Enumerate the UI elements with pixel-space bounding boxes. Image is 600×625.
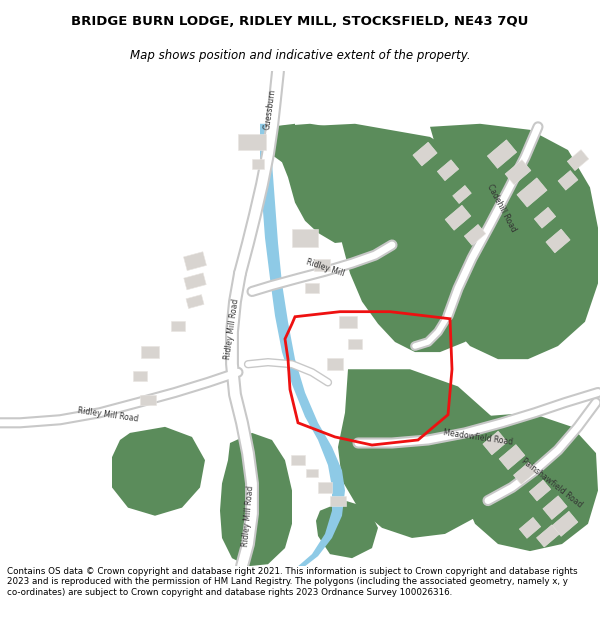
Text: Ridley Mill Road: Ridley Mill Road [241, 485, 255, 547]
Text: Ridley Mill Road: Ridley Mill Road [77, 406, 139, 424]
Polygon shape [265, 124, 295, 162]
Polygon shape [536, 525, 560, 547]
Polygon shape [112, 427, 205, 516]
Polygon shape [140, 394, 156, 404]
Text: Ridley Mill Road: Ridley Mill Road [223, 298, 241, 360]
Polygon shape [270, 124, 395, 243]
Polygon shape [529, 480, 551, 501]
Polygon shape [186, 294, 204, 309]
Polygon shape [220, 433, 292, 566]
Polygon shape [318, 482, 332, 492]
Polygon shape [517, 178, 547, 207]
Text: Meadowfield Road: Meadowfield Road [443, 428, 514, 446]
Text: Ridley Mill: Ridley Mill [305, 258, 345, 279]
Polygon shape [437, 160, 459, 181]
Text: Contains OS data © Crown copyright and database right 2021. This information is : Contains OS data © Crown copyright and d… [7, 567, 578, 597]
Polygon shape [306, 469, 318, 478]
Polygon shape [552, 511, 578, 536]
Polygon shape [499, 444, 525, 470]
Polygon shape [558, 171, 578, 190]
Polygon shape [292, 229, 318, 247]
Text: BRIDGE BURN LODGE, RIDLEY MILL, STOCKSFIELD, NE43 7QU: BRIDGE BURN LODGE, RIDLEY MILL, STOCKSFI… [71, 15, 529, 28]
Polygon shape [141, 346, 159, 358]
Polygon shape [505, 160, 531, 185]
Text: Guessburn: Guessburn [263, 89, 277, 131]
Polygon shape [462, 412, 598, 551]
Polygon shape [133, 371, 147, 381]
Polygon shape [305, 283, 319, 294]
Polygon shape [238, 134, 266, 150]
Polygon shape [514, 462, 536, 484]
Polygon shape [338, 369, 505, 538]
Polygon shape [519, 518, 541, 538]
Text: Cadehill Road: Cadehill Road [485, 182, 518, 233]
Polygon shape [291, 455, 305, 465]
Polygon shape [184, 252, 206, 271]
Polygon shape [184, 273, 206, 290]
Polygon shape [348, 339, 362, 349]
Polygon shape [260, 124, 345, 566]
Polygon shape [316, 501, 378, 558]
Polygon shape [171, 321, 185, 331]
Text: Map shows position and indicative extent of the property.: Map shows position and indicative extent… [130, 49, 470, 62]
Polygon shape [430, 124, 598, 359]
Polygon shape [339, 316, 357, 328]
Polygon shape [567, 149, 589, 171]
Polygon shape [546, 229, 570, 253]
Polygon shape [413, 142, 437, 166]
Polygon shape [487, 140, 517, 168]
Polygon shape [483, 431, 507, 455]
Polygon shape [252, 159, 264, 169]
Polygon shape [295, 124, 518, 352]
Polygon shape [452, 186, 472, 204]
Polygon shape [534, 208, 556, 228]
Polygon shape [543, 496, 567, 519]
Polygon shape [464, 224, 486, 246]
Polygon shape [330, 496, 346, 506]
Polygon shape [445, 205, 471, 230]
Text: Painshawfield Road: Painshawfield Road [520, 457, 584, 510]
Polygon shape [314, 259, 330, 271]
Polygon shape [327, 358, 343, 370]
